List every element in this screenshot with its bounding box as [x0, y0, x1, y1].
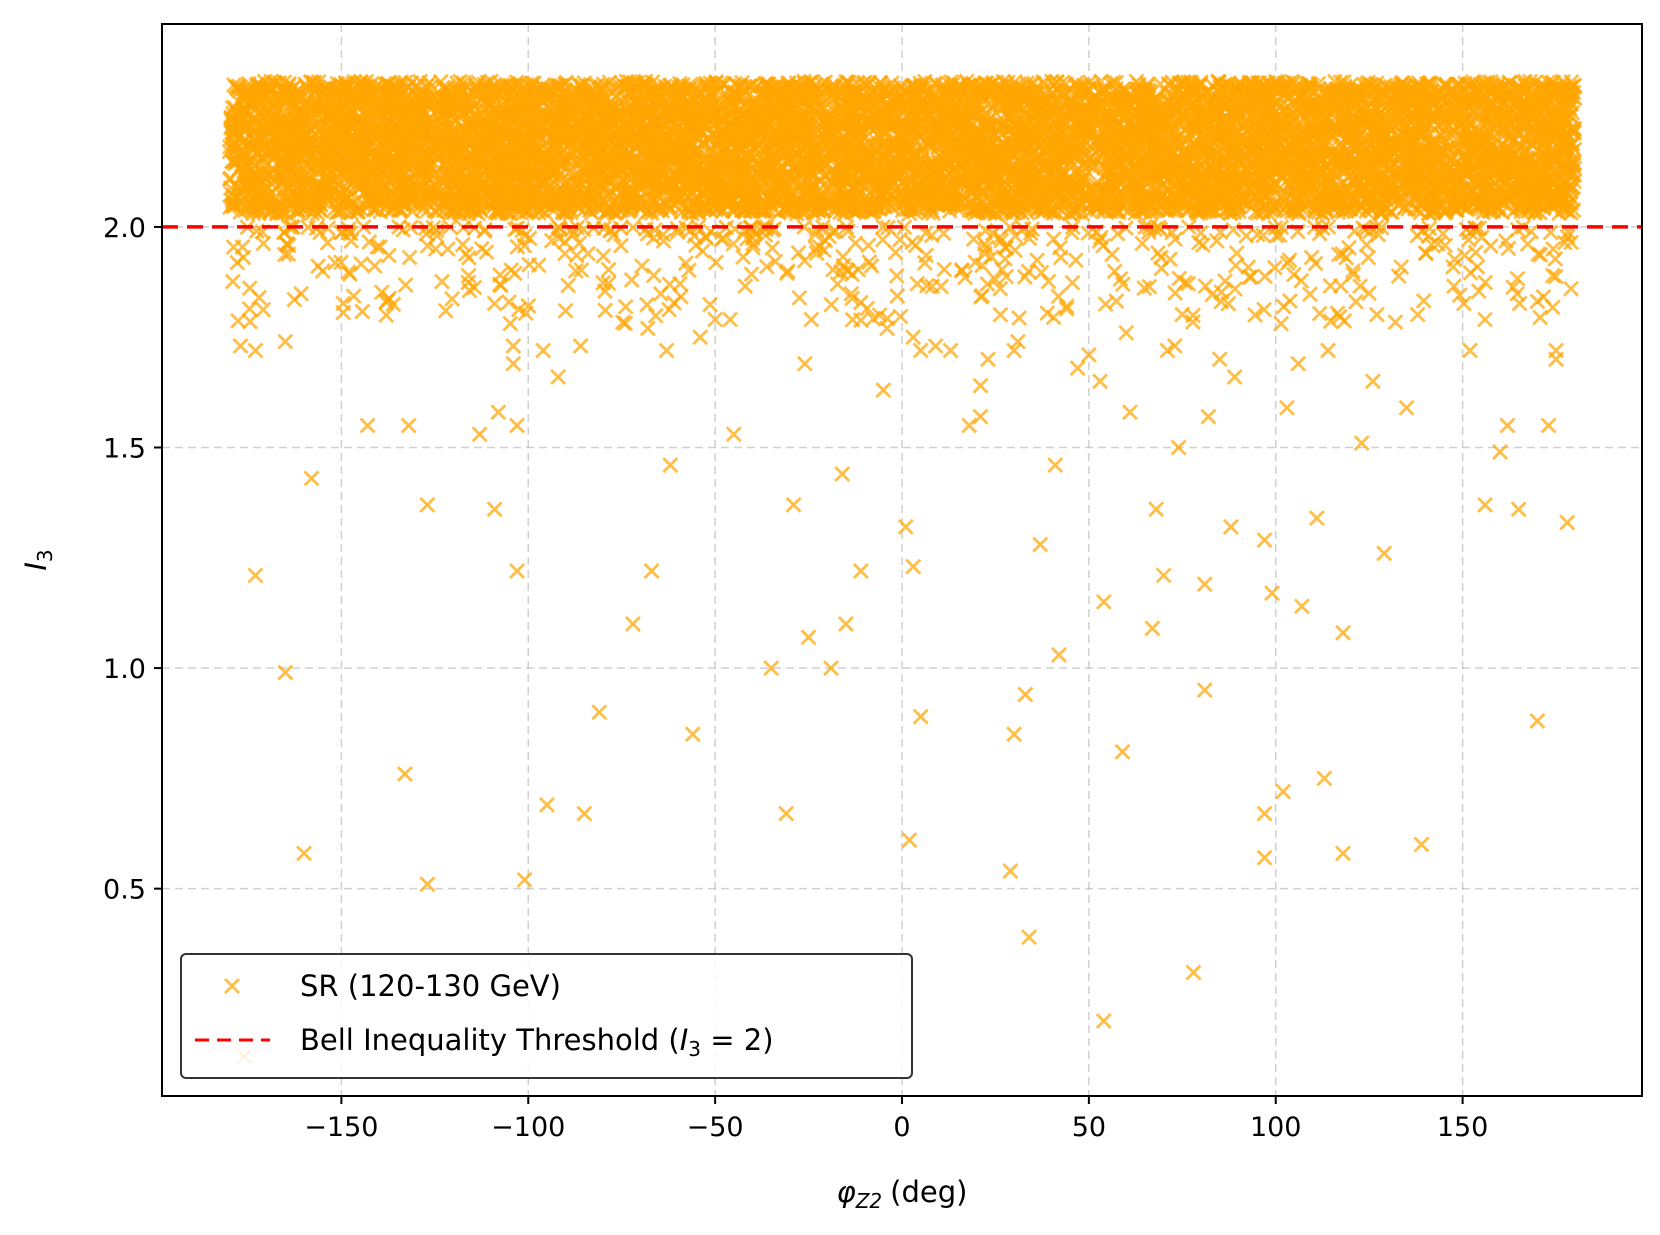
- scatter-point: [413, 197, 430, 214]
- points-layer: [221, 73, 1583, 1065]
- grid-layer: [162, 24, 1642, 1096]
- scatter-point: [1521, 73, 1538, 90]
